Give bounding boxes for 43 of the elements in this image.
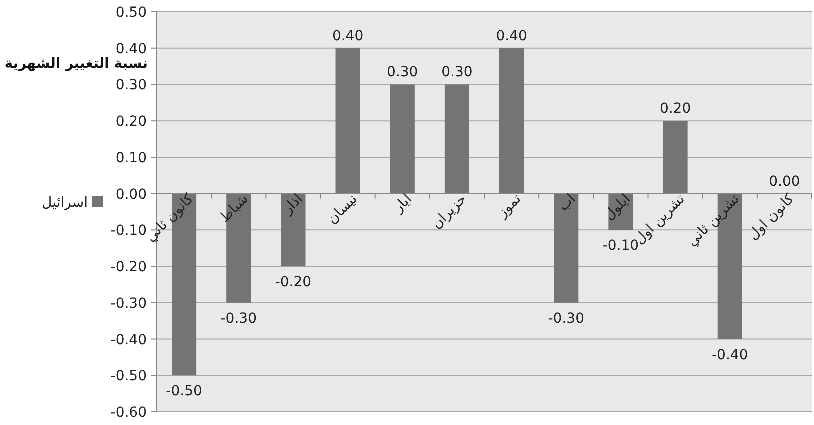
text: -0.30	[548, 310, 584, 327]
bar	[500, 48, 524, 194]
bar	[390, 84, 415, 194]
y-tick-label: -0.30	[110, 296, 147, 312]
x-tick-label: نيسان	[324, 191, 361, 228]
y-tick-label: 0.10	[116, 150, 147, 166]
bar	[281, 194, 306, 267]
x-tick-label: كانون اول	[745, 191, 798, 244]
y-tick-label: -0.40	[110, 332, 147, 348]
text: 0.20	[660, 101, 692, 118]
x-tick-label: تشرين ثاني	[684, 191, 744, 250]
text: 0.00	[769, 174, 800, 190]
x-tick-label: اب	[556, 191, 580, 215]
bar	[663, 121, 688, 194]
text: 0.30	[442, 64, 473, 81]
text: 0.40	[496, 28, 528, 44]
y-tick-label: 0.20	[116, 114, 147, 130]
y-tick-label: 0.00	[116, 186, 147, 203]
y-axis-title: نسبة التغيير الشهرية	[4, 56, 148, 72]
bar	[336, 48, 360, 194]
text: -0.30	[220, 310, 257, 327]
x-tick-label: حزيران	[428, 191, 470, 232]
y-tick-label: -0.50	[110, 368, 147, 385]
bar	[554, 194, 579, 303]
y-tick-label: 0.50	[116, 5, 147, 21]
y-tick-label: -0.10	[110, 223, 147, 240]
text: 0.40	[332, 28, 364, 44]
bar	[444, 84, 470, 194]
y-tick-label: 0.30	[116, 78, 147, 94]
y-tick-label: -0.20	[110, 260, 147, 276]
text: -0.20	[275, 274, 312, 291]
text: -0.10	[602, 238, 640, 254]
legend-label: اسرائيل	[42, 195, 88, 211]
y-tick-label: 0.40	[116, 41, 147, 58]
x-tick-label: شباط	[216, 191, 252, 226]
text: -0.50	[166, 384, 202, 400]
x-tick-label: ايلول	[601, 191, 634, 224]
text: 0.30	[387, 64, 418, 81]
x-tick-label: ايار	[390, 191, 416, 217]
x-tick-label: تموز	[494, 191, 525, 222]
text: -0.40	[712, 347, 748, 364]
y-tick-label: -0.60	[110, 405, 147, 421]
x-tick-label: اذار	[280, 191, 306, 218]
